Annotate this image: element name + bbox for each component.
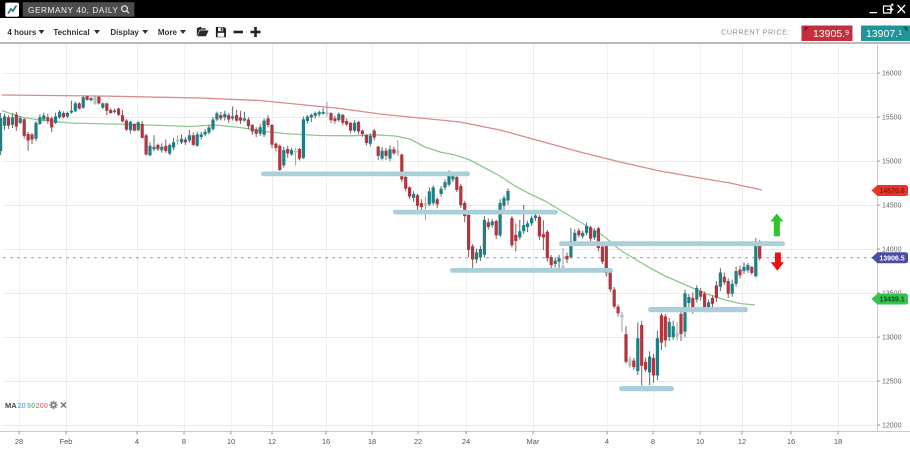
- svg-text:CURRENT PRICE:: CURRENT PRICE:: [721, 28, 790, 37]
- svg-text:16000: 16000: [882, 71, 902, 78]
- svg-text:8: 8: [182, 437, 186, 446]
- svg-text:14500: 14500: [882, 203, 902, 210]
- svg-text:Display: Display: [110, 28, 139, 37]
- svg-text:10: 10: [227, 437, 235, 446]
- svg-text:18: 18: [834, 437, 842, 446]
- svg-text:4 hours: 4 hours: [7, 28, 36, 37]
- svg-text:200: 200: [36, 401, 49, 410]
- svg-text:12: 12: [268, 437, 276, 446]
- svg-text:4: 4: [605, 437, 609, 446]
- svg-text:24: 24: [462, 437, 470, 446]
- svg-text:14670.6: 14670.6: [879, 188, 904, 195]
- svg-text:13439.1: 13439.1: [879, 297, 904, 304]
- svg-text:16: 16: [787, 437, 795, 446]
- svg-text:13907.1: 13907.1: [866, 28, 902, 40]
- svg-text:22: 22: [414, 437, 422, 446]
- svg-text:8: 8: [651, 437, 655, 446]
- svg-text:Feb: Feb: [60, 437, 73, 446]
- svg-text:GERMANY 40, DAILY: GERMANY 40, DAILY: [28, 6, 118, 15]
- svg-text:12000: 12000: [882, 423, 902, 430]
- svg-text:50: 50: [27, 401, 35, 410]
- svg-text:12: 12: [738, 437, 746, 446]
- svg-text:16: 16: [322, 437, 330, 446]
- svg-text:MA: MA: [5, 401, 17, 410]
- svg-text:13000: 13000: [882, 335, 902, 342]
- svg-text:18: 18: [368, 437, 376, 446]
- svg-text:10: 10: [696, 437, 704, 446]
- svg-text:13905.9: 13905.9: [813, 28, 849, 40]
- svg-text:12500: 12500: [882, 379, 902, 386]
- svg-text:28: 28: [15, 437, 23, 446]
- svg-text:14000: 14000: [882, 247, 902, 254]
- svg-text:20: 20: [18, 401, 26, 410]
- svg-text:Mar: Mar: [527, 437, 540, 446]
- svg-text:15500: 15500: [882, 115, 902, 122]
- svg-text:15000: 15000: [882, 159, 902, 166]
- svg-text:4: 4: [135, 437, 139, 446]
- svg-text:Technical: Technical: [53, 28, 89, 37]
- svg-text:13906.5: 13906.5: [879, 255, 904, 262]
- svg-text:More: More: [158, 28, 178, 37]
